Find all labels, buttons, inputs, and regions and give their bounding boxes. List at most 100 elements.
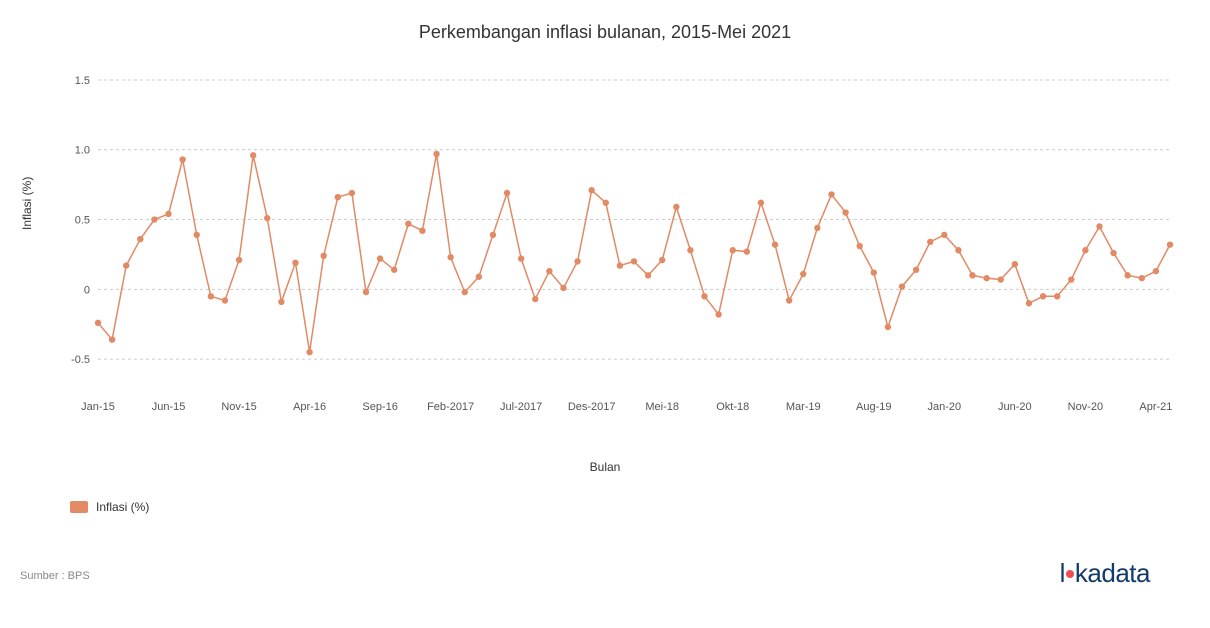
series-point: [744, 248, 750, 254]
series-point: [462, 289, 468, 295]
series-point: [1096, 223, 1102, 229]
x-tick-label: Apr-21: [1139, 401, 1172, 413]
x-tick-label: Mei-18: [645, 401, 679, 413]
series-point: [758, 200, 764, 206]
series-point: [95, 320, 101, 326]
series-point: [786, 297, 792, 303]
series-point: [151, 216, 157, 222]
series-point: [504, 190, 510, 196]
x-tick-label: Nov-15: [221, 401, 256, 413]
series-point: [476, 274, 482, 280]
series-point: [645, 272, 651, 278]
series-point: [1026, 300, 1032, 306]
series-points: [95, 151, 1173, 356]
series-point: [292, 260, 298, 266]
series-point: [222, 297, 228, 303]
legend-swatch: [70, 501, 88, 513]
x-tick-label: Mar-19: [786, 401, 821, 413]
series-point: [419, 228, 425, 234]
y-tick-label: 1.5: [75, 75, 90, 87]
series-point: [1167, 241, 1173, 247]
series-point: [250, 152, 256, 158]
series-point: [659, 257, 665, 263]
x-tick-label: Aug-19: [856, 401, 891, 413]
y-tick-label: 0.5: [75, 215, 90, 227]
x-tick-label: Apr-16: [293, 401, 326, 413]
series-point: [123, 262, 129, 268]
series-point: [1124, 272, 1130, 278]
series-point: [899, 283, 905, 289]
series-point: [405, 221, 411, 227]
brand-part-1: l: [1060, 558, 1065, 588]
chart-title: Perkembangan inflasi bulanan, 2015-Mei 2…: [0, 0, 1210, 43]
x-tick-label: Okt-18: [716, 401, 749, 413]
series-point: [814, 225, 820, 231]
series-point: [165, 211, 171, 217]
series-point: [574, 258, 580, 264]
brand-dot-icon: [1066, 570, 1074, 578]
series-point: [772, 241, 778, 247]
y-axis-label: Inflasi (%): [20, 177, 34, 230]
brand-part-2: kadata: [1075, 558, 1150, 588]
series-point: [701, 293, 707, 299]
x-tick-label: Jan-20: [927, 401, 961, 413]
x-ticks: Jan-15 Jun-15 Nov-15 Apr-16 Sep-16 Feb-2017 Ju…: [81, 401, 1172, 413]
series-point: [730, 247, 736, 253]
x-tick-label: Nov-20: [1068, 401, 1103, 413]
chart-svg: -0.500.51.01.5Jan-15Jun-15Nov-15Apr-16Se…: [70, 60, 1180, 420]
series-point: [631, 258, 637, 264]
series-point: [715, 311, 721, 317]
series-point: [208, 293, 214, 299]
series-point: [363, 289, 369, 295]
series-point: [264, 215, 270, 221]
series-point: [687, 247, 693, 253]
series-line: [98, 154, 1170, 352]
x-tick-label: Jul-2017: [500, 401, 542, 413]
x-tick-label: Sep-16: [362, 401, 397, 413]
x-tick-label: Jan-15: [81, 401, 115, 413]
series-point: [983, 275, 989, 281]
legend-label: Inflasi (%): [96, 500, 149, 514]
series-point: [377, 255, 383, 261]
series-point: [1040, 293, 1046, 299]
x-tick-label: Jun-15: [152, 401, 186, 413]
chart-page: Perkembangan inflasi bulanan, 2015-Mei 2…: [0, 0, 1210, 628]
x-tick-label: Jun-20: [998, 401, 1032, 413]
series-point: [433, 151, 439, 157]
series-point: [349, 190, 355, 196]
series-point: [137, 236, 143, 242]
series-point: [941, 232, 947, 238]
series-point: [885, 324, 891, 330]
series-point: [194, 232, 200, 238]
series-point: [320, 253, 326, 259]
series-point: [560, 285, 566, 291]
series-point: [109, 336, 115, 342]
series-point: [546, 268, 552, 274]
series-point: [1153, 268, 1159, 274]
series-point: [617, 262, 623, 268]
series-point: [1082, 247, 1088, 253]
brand-logo: lkadata: [1060, 558, 1150, 589]
x-axis-label: Bulan: [0, 460, 1210, 474]
series-point: [490, 232, 496, 238]
series-point: [842, 209, 848, 215]
y-tick-label: 1.0: [75, 145, 90, 157]
series-point: [518, 255, 524, 261]
series-point: [603, 200, 609, 206]
x-tick-label: Feb-2017: [427, 401, 474, 413]
chart-plot-area: -0.500.51.01.5Jan-15Jun-15Nov-15Apr-16Se…: [70, 60, 1180, 420]
series-point: [532, 296, 538, 302]
series-point: [335, 194, 341, 200]
series-point: [913, 267, 919, 273]
series-point: [1012, 261, 1018, 267]
y-tick-label: 0: [84, 284, 90, 296]
legend: Inflasi (%): [70, 500, 149, 514]
series-point: [927, 239, 933, 245]
source-text: Sumber : BPS: [20, 570, 90, 582]
series-point: [828, 191, 834, 197]
series-point: [998, 276, 1004, 282]
series-point: [856, 243, 862, 249]
series-point: [955, 247, 961, 253]
series-point: [179, 156, 185, 162]
series-point: [673, 204, 679, 210]
